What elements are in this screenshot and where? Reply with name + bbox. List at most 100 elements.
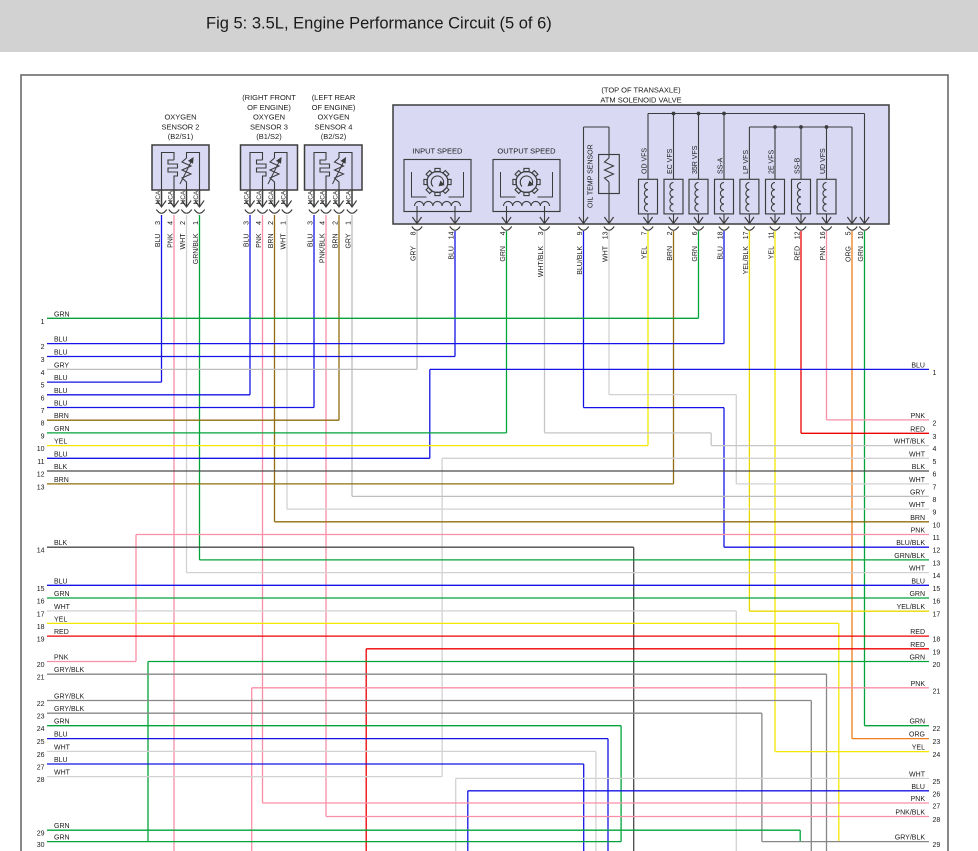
svg-text:24: 24 (933, 752, 941, 759)
svg-text:2: 2 (933, 420, 937, 427)
svg-text:WHT: WHT (909, 477, 926, 484)
svg-text:21: 21 (37, 675, 45, 682)
svg-text:WHT: WHT (54, 604, 71, 611)
svg-text:3: 3 (538, 231, 545, 235)
svg-text:BRN: BRN (333, 234, 340, 249)
svg-text:BLU: BLU (911, 362, 925, 369)
svg-text:7: 7 (41, 408, 45, 415)
svg-text:BLU: BLU (54, 451, 68, 458)
svg-text:BLU: BLU (308, 234, 315, 248)
svg-text:19: 19 (37, 637, 45, 644)
svg-text:RED: RED (795, 246, 802, 261)
svg-text:BLU: BLU (449, 246, 456, 260)
svg-text:12: 12 (795, 231, 802, 239)
svg-text:GRN/BLK: GRN/BLK (894, 553, 925, 560)
svg-text:GRN: GRN (858, 246, 865, 262)
svg-text:GRN: GRN (54, 426, 70, 433)
svg-text:(RIGHT FRONT: (RIGHT FRONT (242, 93, 296, 102)
svg-text:PNK: PNK (911, 528, 926, 535)
svg-text:17: 17 (933, 612, 941, 619)
svg-text:8: 8 (41, 421, 45, 428)
svg-text:GRN: GRN (54, 591, 70, 598)
svg-text:2E VFS: 2E VFS (769, 150, 776, 174)
svg-text:18: 18 (933, 637, 941, 644)
svg-text:WHT: WHT (603, 245, 610, 262)
svg-text:(TOP OF TRANSAXLE): (TOP OF TRANSAXLE) (601, 86, 681, 95)
svg-text:ATM SOLENOID VALVE: ATM SOLENOID VALVE (600, 96, 681, 105)
svg-text:BLU: BLU (54, 401, 68, 408)
svg-text:BRN: BRN (54, 477, 69, 484)
svg-text:(B2/S1): (B2/S1) (168, 132, 194, 141)
svg-text:BLU: BLU (54, 350, 68, 357)
svg-text:PNK: PNK (168, 233, 175, 248)
svg-text:8: 8 (933, 497, 937, 504)
svg-text:GRY: GRY (54, 362, 69, 369)
svg-text:LP VFS: LP VFS (743, 150, 750, 174)
svg-text:2: 2 (41, 344, 45, 351)
svg-text:2: 2 (268, 221, 275, 225)
svg-text:Fig 5: 3.5L, Engine Performanc: Fig 5: 3.5L, Engine Performance Circuit … (206, 15, 552, 33)
svg-text:RED: RED (910, 642, 925, 649)
svg-text:BLU: BLU (54, 578, 68, 585)
svg-text:8: 8 (411, 231, 418, 235)
svg-text:BLU/BLK: BLU/BLK (896, 540, 925, 547)
svg-text:13: 13 (933, 560, 941, 567)
svg-text:2: 2 (333, 221, 340, 225)
svg-text:BRN: BRN (54, 413, 69, 420)
svg-text:(B1/S2): (B1/S2) (256, 132, 282, 141)
svg-text:28: 28 (37, 777, 45, 784)
svg-text:RED: RED (910, 426, 925, 433)
svg-text:OXYGEN: OXYGEN (253, 113, 285, 122)
svg-text:17: 17 (743, 231, 750, 239)
svg-text:4: 4 (320, 221, 327, 225)
svg-text:16: 16 (37, 599, 45, 606)
svg-text:PNK/BLK: PNK/BLK (895, 810, 925, 817)
svg-text:OD VFS: OD VFS (642, 148, 649, 174)
svg-text:GRN/BLK: GRN/BLK (193, 233, 200, 264)
svg-text:6: 6 (933, 472, 937, 479)
svg-text:BLU: BLU (54, 757, 68, 764)
svg-text:16: 16 (820, 231, 827, 239)
svg-text:WHT: WHT (909, 502, 926, 509)
svg-text:10: 10 (858, 231, 865, 239)
svg-text:4: 4 (256, 221, 263, 225)
svg-text:GRY: GRY (346, 233, 353, 248)
svg-text:14: 14 (933, 573, 941, 580)
svg-text:GRY: GRY (910, 489, 925, 496)
svg-text:21: 21 (933, 688, 941, 695)
svg-text:30: 30 (37, 842, 45, 849)
svg-text:YEL: YEL (642, 246, 649, 259)
svg-text:4: 4 (41, 370, 45, 377)
svg-text:GRY: GRY (411, 246, 418, 261)
svg-text:1: 1 (346, 221, 353, 225)
svg-text:13: 13 (603, 231, 610, 239)
svg-text:12: 12 (37, 472, 45, 479)
svg-text:BLU: BLU (718, 246, 725, 260)
svg-text:NCA: NCA (320, 190, 327, 204)
svg-text:26: 26 (933, 791, 941, 798)
svg-text:GRY/BLK: GRY/BLK (54, 667, 85, 674)
svg-text:(LEFT REAR: (LEFT REAR (312, 93, 356, 102)
svg-text:22: 22 (37, 701, 45, 708)
svg-text:25: 25 (933, 779, 941, 786)
svg-text:WHT: WHT (54, 744, 71, 751)
svg-text:1: 1 (933, 370, 937, 377)
svg-text:BLK: BLK (54, 464, 68, 471)
svg-text:ORG: ORG (909, 732, 925, 739)
svg-text:OF ENGINE): OF ENGINE) (247, 103, 291, 112)
svg-text:WHT: WHT (909, 566, 926, 573)
svg-text:11: 11 (769, 231, 776, 238)
svg-text:WHT: WHT (281, 233, 288, 250)
svg-text:16: 16 (933, 599, 941, 606)
svg-text:13: 13 (37, 484, 45, 491)
svg-text:14: 14 (37, 548, 45, 555)
svg-text:3: 3 (308, 221, 315, 225)
svg-text:PNK: PNK (820, 246, 827, 261)
svg-text:6: 6 (41, 395, 45, 402)
svg-text:ORG: ORG (846, 246, 853, 262)
svg-text:26: 26 (37, 752, 45, 759)
svg-text:GRY/BLK: GRY/BLK (895, 835, 926, 842)
svg-text:PNK: PNK (54, 655, 69, 662)
svg-text:WHT/BLK: WHT/BLK (538, 246, 545, 277)
svg-text:1: 1 (281, 221, 288, 225)
